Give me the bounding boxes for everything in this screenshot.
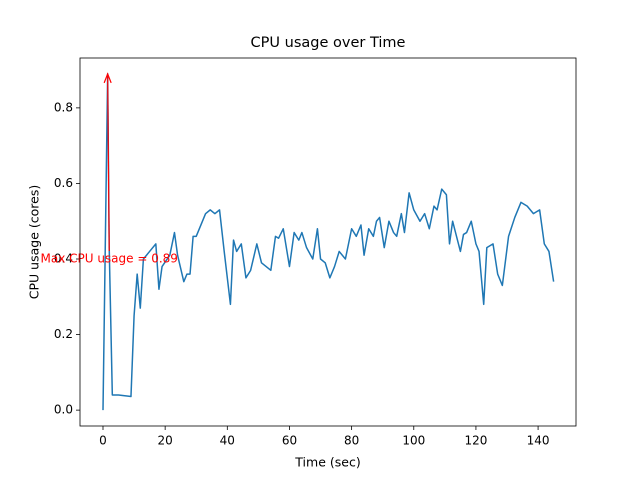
x-tick-label: 0 [99, 434, 107, 448]
chart-title: CPU usage over Time [251, 35, 406, 51]
y-axis-label: CPU usage (cores) [27, 185, 42, 299]
annotation-arrowhead [103, 72, 112, 84]
x-tick-label: 120 [464, 434, 487, 448]
plot-frame [79, 57, 577, 427]
line [102, 73, 555, 411]
annotation-text: Max CPU usage = 0.89 [40, 252, 177, 266]
y-tick-label: 0.8 [54, 100, 73, 114]
x-tick-label: 140 [527, 434, 550, 448]
y-tick-label: 0.6 [54, 176, 73, 190]
annotation-arrow [107, 75, 110, 252]
x-tick-label: 60 [282, 434, 297, 448]
x-tick-label: 40 [220, 434, 235, 448]
y-tick-label: 0.4 [54, 252, 73, 266]
x-tick-label: 80 [344, 434, 359, 448]
y-tick-label: 0.0 [54, 403, 73, 417]
x-axis-label: Time (sec) [294, 455, 360, 470]
y-tick-label: 0.2 [54, 327, 73, 341]
x-tick-label: 20 [158, 434, 173, 448]
x-tick-label: 100 [402, 434, 425, 448]
